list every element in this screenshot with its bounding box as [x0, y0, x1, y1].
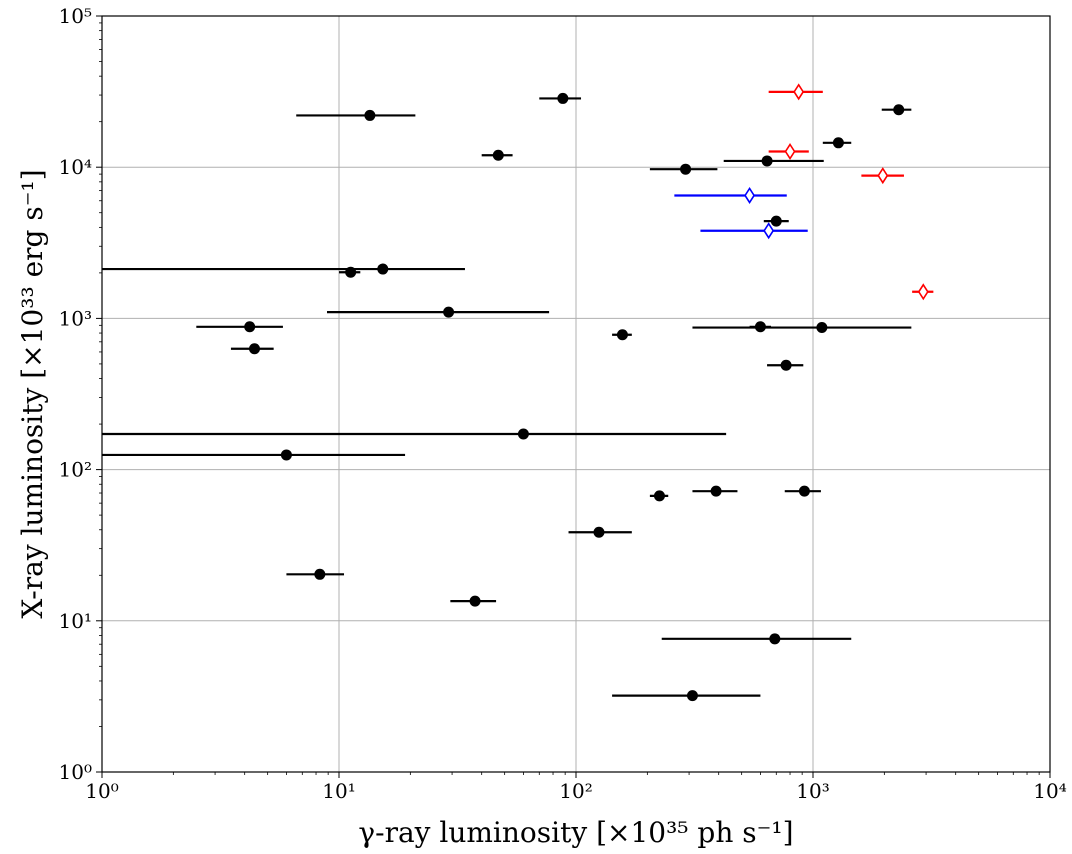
series-0	[102, 92, 912, 702]
data-point	[769, 633, 781, 645]
data-point	[686, 690, 698, 702]
data-point	[469, 595, 481, 607]
x-tick-label: 10²	[559, 779, 592, 803]
y-tick-label: 10³	[59, 306, 92, 330]
y-tick-label: 10¹	[59, 609, 92, 633]
y-tick-label: 10⁰	[59, 760, 92, 784]
data-point	[770, 215, 782, 227]
data-point	[248, 343, 260, 355]
data-point	[517, 428, 529, 440]
data-point	[492, 149, 504, 161]
x-tick-label: 10³	[796, 779, 829, 803]
data-point-diamond	[793, 83, 805, 101]
data-point	[593, 526, 605, 538]
data-point	[680, 163, 692, 175]
data-point	[443, 306, 455, 318]
y-tick-label: 10²	[59, 458, 92, 482]
series-2	[674, 187, 808, 240]
data-point	[244, 321, 256, 333]
gridlines	[101, 15, 1051, 773]
x-tick-label: 10⁴	[1033, 779, 1066, 803]
data-point	[893, 104, 905, 116]
data-point	[314, 568, 326, 580]
data-point	[780, 359, 792, 371]
data-point	[832, 137, 844, 149]
data-point	[364, 109, 376, 121]
data-marks	[102, 83, 934, 702]
data-point	[557, 92, 569, 104]
data-point	[710, 485, 722, 497]
x-tick-label: 10⁰	[85, 779, 118, 803]
data-point	[816, 322, 828, 334]
x-tick-label: 10¹	[322, 779, 355, 803]
data-point-diamond	[763, 222, 775, 240]
x-axis-label: γ-ray luminosity [×10³⁵ ph s⁻¹]	[358, 816, 793, 849]
y-tick-label: 10⁴	[59, 155, 92, 179]
data-point	[377, 263, 389, 275]
data-point-diamond	[784, 143, 796, 160]
data-point	[616, 329, 628, 341]
data-point-diamond	[877, 167, 889, 185]
data-point	[280, 449, 292, 461]
data-point-diamond	[744, 187, 756, 204]
data-point	[798, 485, 810, 497]
data-point-diamond	[917, 283, 929, 301]
series-1	[768, 83, 934, 301]
data-point	[761, 155, 773, 167]
y-tick-label: 10⁵	[59, 4, 92, 28]
axis-ticks: 10⁰ 10¹ 10² 10³ 10⁴ 10⁰ 10¹ 10² 10³ 10⁴ 10⁵	[59, 4, 1067, 803]
y-axis-label: X-ray luminosity [×10³³ erg s⁻¹]	[16, 169, 49, 618]
data-point	[653, 490, 665, 502]
